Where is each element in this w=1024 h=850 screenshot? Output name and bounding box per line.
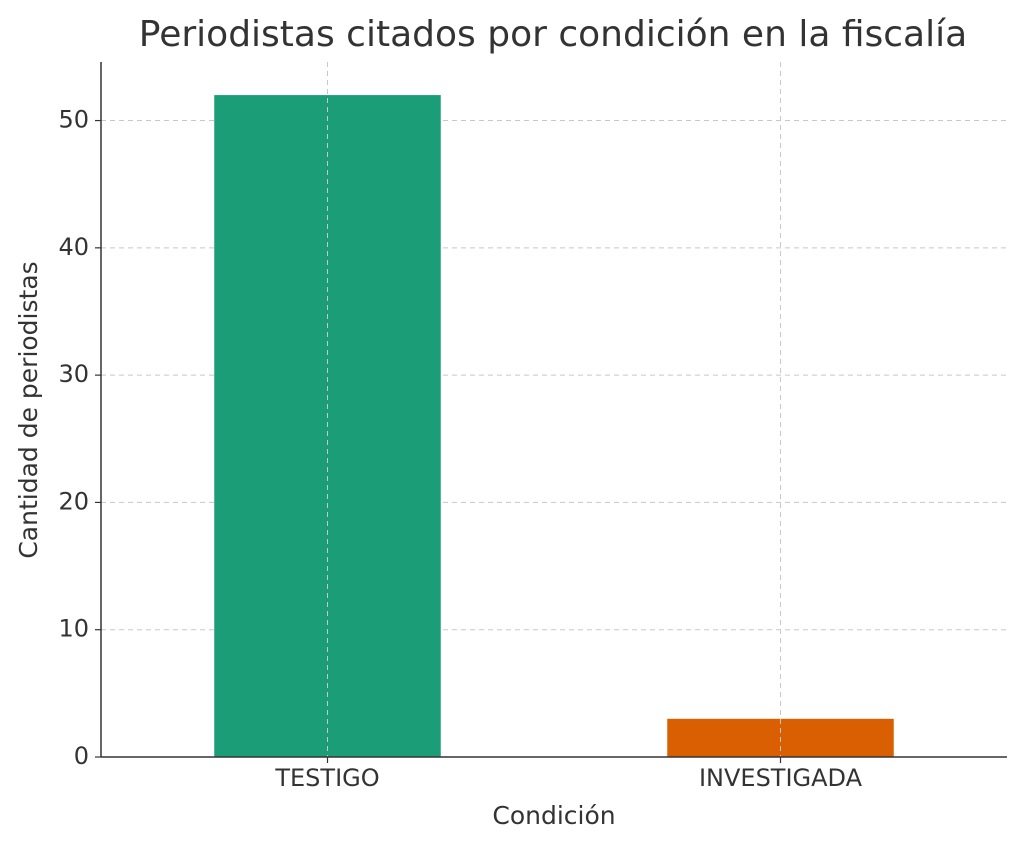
y-tick-label: 40 bbox=[58, 233, 89, 261]
x-tick-label: INVESTIGADA bbox=[699, 764, 863, 792]
y-tick-label: 50 bbox=[58, 106, 89, 134]
y-tick-label: 0 bbox=[74, 742, 89, 770]
chart-title: Periodistas citados por condición en la … bbox=[139, 14, 967, 55]
y-tick-label: 10 bbox=[58, 615, 89, 643]
x-tick-label: TESTIGO bbox=[274, 764, 379, 792]
y-axis-label: Cantidad de periodistas bbox=[14, 261, 43, 558]
x-axis-label: Condición bbox=[492, 801, 615, 830]
y-tick-label: 20 bbox=[58, 487, 89, 515]
y-tick-label: 30 bbox=[58, 360, 89, 388]
